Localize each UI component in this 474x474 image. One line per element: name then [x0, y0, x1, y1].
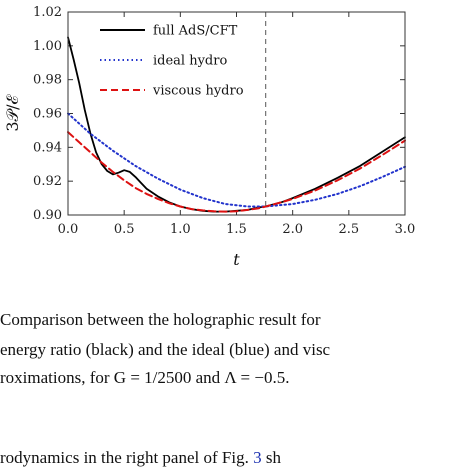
- x-tick-label: 3.0: [395, 222, 416, 237]
- caption-line-4-prefix: rodynamics in the right panel of Fig.: [0, 448, 249, 467]
- x-tick-label: 2.5: [338, 222, 359, 237]
- y-tick-label: 0.94: [33, 140, 62, 155]
- legend: full AdS/CFT ideal hydro viscous hydro: [100, 24, 244, 99]
- caption-line-4: rodynamics in the right panel of Fig. 3 …: [0, 448, 281, 468]
- chart: 0.0 0.5 1.0 1.5 2.0 2.5 3.0 0.90 0.92 0.94 0.96 0.9…: [3, 5, 415, 269]
- legend-label: viscous hydro: [152, 84, 244, 99]
- caption-line-2: energy ratio (black) and the ideal (blue…: [0, 340, 331, 359]
- x-tick-label: 0.5: [114, 222, 135, 237]
- y-axis-label: 3𝒫/ℰ: [3, 94, 22, 132]
- tick-layer: 0.0 0.5 1.0 1.5 2.0 2.5 3.0 0.90 0.92 0.94 0.96 0.9…: [33, 5, 415, 237]
- caption-line-1: Comparison between the holographic resul…: [0, 310, 321, 329]
- series-line-viscous-hydro: [67, 131, 406, 213]
- y-tick-label: 1.00: [33, 39, 62, 54]
- x-tick-label: 2.0: [282, 222, 303, 237]
- y-tick-label: 0.92: [33, 174, 62, 189]
- caption-line-3: roximations, for G = 1/2500 and Λ = −0.5…: [0, 368, 290, 387]
- y-tick-label: 0.96: [33, 107, 62, 122]
- legend-label: ideal hydro: [153, 54, 227, 69]
- plot-frame: [67, 11, 406, 216]
- series-layer: [67, 36, 406, 213]
- x-tick-label: 1.0: [170, 222, 191, 237]
- caption-line-4-suffix: sh: [265, 448, 281, 467]
- x-tick-label: 0.0: [58, 222, 79, 237]
- series-line-ideal-hydro: [67, 112, 406, 208]
- series-line-full-ads-cft: [67, 36, 406, 213]
- x-tick-label: 1.5: [226, 222, 247, 237]
- legend-label: full AdS/CFT: [153, 24, 238, 39]
- y-tick-label: 1.02: [33, 5, 62, 20]
- x-axis-label: t: [233, 250, 240, 269]
- y-tick-label: 0.90: [33, 208, 62, 223]
- figure-reference-link[interactable]: 3: [253, 448, 262, 467]
- y-tick-label: 0.98: [33, 73, 62, 88]
